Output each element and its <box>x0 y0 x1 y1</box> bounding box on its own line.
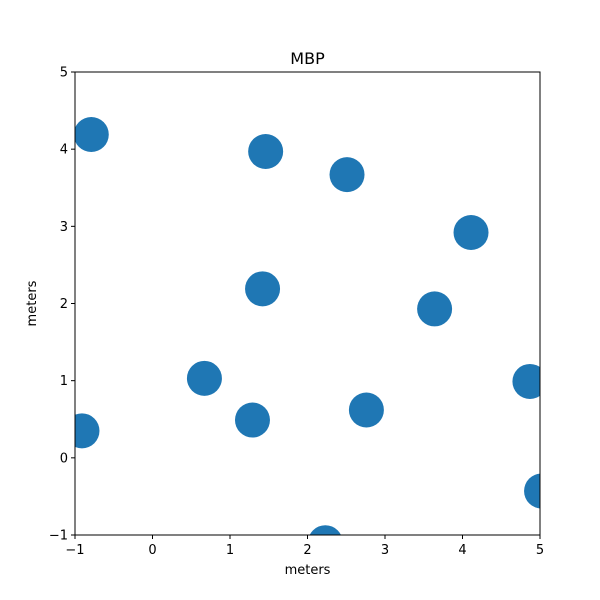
x-tick-label: 1 <box>226 543 234 558</box>
data-point <box>524 473 540 509</box>
x-tick-label: 2 <box>303 543 311 558</box>
data-point <box>75 117 109 152</box>
y-tick-label: 3 <box>60 220 68 235</box>
data-point <box>186 360 222 396</box>
data-point <box>245 271 281 307</box>
data-point <box>512 363 540 399</box>
data-point <box>453 215 489 251</box>
y-axis-title: meters <box>25 280 40 326</box>
data-point <box>234 402 270 438</box>
x-tick-label: 0 <box>148 543 156 558</box>
x-tick-label: 3 <box>381 543 389 558</box>
y-tick-label: 0 <box>60 451 68 466</box>
data-point <box>75 413 100 449</box>
data-point <box>309 525 342 535</box>
data-point <box>248 133 284 169</box>
x-axis: −1 0 1 2 3 4 5 <box>65 535 544 558</box>
data-point <box>329 157 365 193</box>
data-point <box>417 291 453 327</box>
y-tick-label: 2 <box>60 297 68 312</box>
plot-frame <box>74 71 541 536</box>
chart-title: MBP <box>290 49 325 68</box>
points-layer <box>75 117 540 535</box>
y-tick-label: 4 <box>60 143 68 158</box>
y-tick-label: 1 <box>60 374 68 389</box>
x-tick-label: 4 <box>458 543 466 558</box>
x-tick-label: −1 <box>65 543 84 558</box>
data-point <box>348 392 384 428</box>
y-tick-label: 5 <box>60 66 68 81</box>
y-tick-label: −1 <box>49 529 68 544</box>
x-axis-title: meters <box>285 563 331 578</box>
x-tick-label: 5 <box>536 543 544 558</box>
y-axis: −1 0 1 2 3 4 5 <box>49 66 75 544</box>
